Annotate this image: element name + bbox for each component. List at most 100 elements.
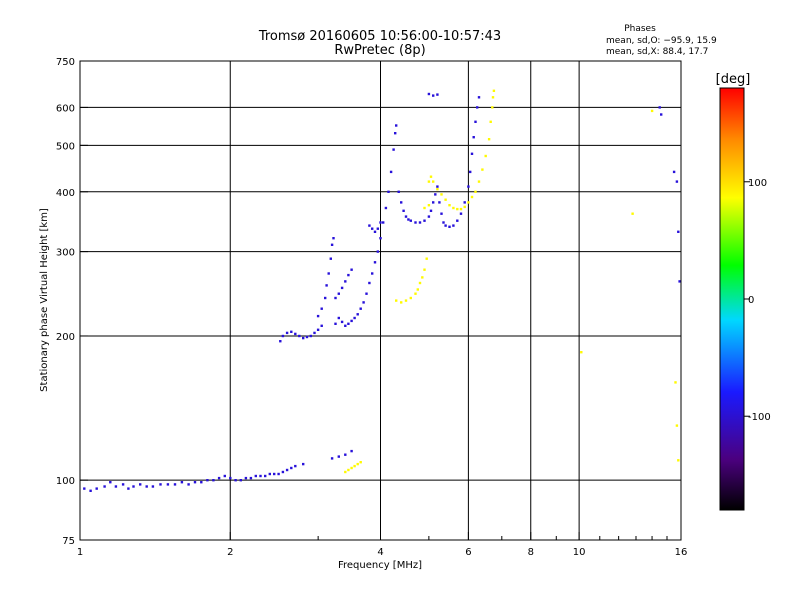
data-point-o	[290, 466, 293, 470]
data-point-x	[400, 301, 403, 304]
data-point-o	[285, 331, 289, 335]
data-point-x	[463, 205, 466, 209]
data-point-o	[432, 201, 435, 204]
y-tick-label: 100	[56, 476, 75, 487]
data-point-o	[324, 296, 327, 300]
data-point-o	[384, 206, 388, 210]
data-point-o	[281, 470, 285, 474]
x-tick-label: 4	[377, 547, 383, 558]
data-point-x	[470, 195, 474, 199]
data-point-o	[344, 280, 347, 283]
data-point-o	[320, 324, 323, 327]
colorbar-tick-label: 100	[748, 178, 767, 189]
data-point-o	[477, 96, 481, 99]
data-point-o	[400, 201, 403, 204]
data-point-x	[491, 96, 495, 99]
data-point-o	[109, 481, 112, 484]
data-point-o	[159, 483, 162, 486]
data-point-o	[459, 212, 463, 215]
phase-info-o: mean, sd,O: −95.9, 15.9	[606, 36, 717, 46]
data-point-o	[309, 334, 312, 338]
data-point-x	[409, 296, 412, 300]
data-point-o	[145, 485, 148, 488]
data-point-o	[173, 483, 177, 486]
data-point-o	[373, 261, 377, 264]
data-point-x	[440, 193, 443, 196]
data-point-x	[344, 470, 347, 474]
data-point-x	[353, 464, 356, 468]
x-tick-label: 1	[77, 547, 83, 558]
data-point-o	[279, 340, 282, 343]
data-point-o	[298, 334, 301, 338]
data-point-o	[392, 148, 395, 151]
data-point-o	[281, 334, 285, 338]
data-point-o	[340, 286, 344, 290]
data-point-o	[350, 319, 353, 323]
data-point-o	[344, 324, 347, 327]
y-tick-label: 300	[56, 248, 75, 259]
data-point-o	[290, 330, 293, 333]
data-point-o	[418, 221, 422, 224]
data-point-x	[456, 207, 459, 211]
data-point-o	[244, 476, 248, 480]
data-point-o	[217, 476, 221, 480]
data-point-x	[416, 288, 419, 291]
data-point-x	[675, 424, 679, 427]
data-point-o	[187, 483, 190, 486]
colorbar-tick-label: 0	[748, 295, 754, 306]
data-point-o	[678, 280, 681, 283]
colorbar-label: [deg]	[716, 72, 751, 87]
data-point-x	[356, 462, 359, 466]
data-point-x	[580, 351, 583, 354]
colorbar-ticks: 100 0 -100	[744, 178, 771, 423]
data-point-x	[459, 207, 463, 211]
data-point-o	[249, 476, 253, 480]
data-point-o	[132, 485, 135, 488]
data-point-o	[448, 225, 451, 228]
data-point-o	[350, 449, 353, 453]
data-point-x	[427, 180, 431, 183]
data-point-o	[376, 227, 379, 230]
data-point-o	[121, 483, 125, 486]
data-point-o	[89, 489, 92, 492]
data-point-x	[452, 206, 455, 210]
data-point-o	[330, 457, 334, 460]
data-point-x	[477, 180, 481, 183]
chart-subtitle: RwPretec (8p)	[334, 43, 425, 58]
data-point-o	[139, 483, 142, 486]
data-point-x	[427, 204, 431, 207]
data-point-o	[329, 257, 332, 260]
data-point-o	[334, 296, 337, 300]
data-point-o	[382, 221, 385, 224]
data-point-o	[395, 124, 398, 127]
data-point-o	[474, 120, 477, 123]
data-point-o	[387, 190, 390, 193]
data-point-o	[404, 215, 408, 218]
data-point-o	[373, 230, 377, 233]
data-point-o	[371, 272, 374, 275]
x-tick-label: 2	[227, 547, 233, 558]
data-point-o	[337, 455, 340, 458]
data-point-o	[675, 180, 679, 183]
data-point-o	[414, 221, 417, 224]
data-point-o	[294, 464, 297, 468]
data-point-x	[432, 180, 435, 183]
data-point-x	[436, 188, 439, 191]
grid-lines	[80, 61, 681, 540]
data-point-x	[481, 168, 484, 171]
data-point-x	[631, 212, 634, 215]
data-point-o	[463, 201, 466, 204]
data-point-o	[362, 301, 365, 304]
data-point-o	[229, 476, 232, 480]
data-point-o	[223, 474, 226, 478]
data-point-o	[476, 106, 479, 109]
data-point-o	[294, 332, 297, 336]
data-point-o	[305, 335, 309, 339]
y-tick-label: 400	[56, 188, 75, 199]
data-point-o	[365, 292, 368, 295]
data-point-x	[418, 281, 422, 285]
data-point-o	[320, 307, 323, 310]
data-point-o	[677, 230, 680, 233]
